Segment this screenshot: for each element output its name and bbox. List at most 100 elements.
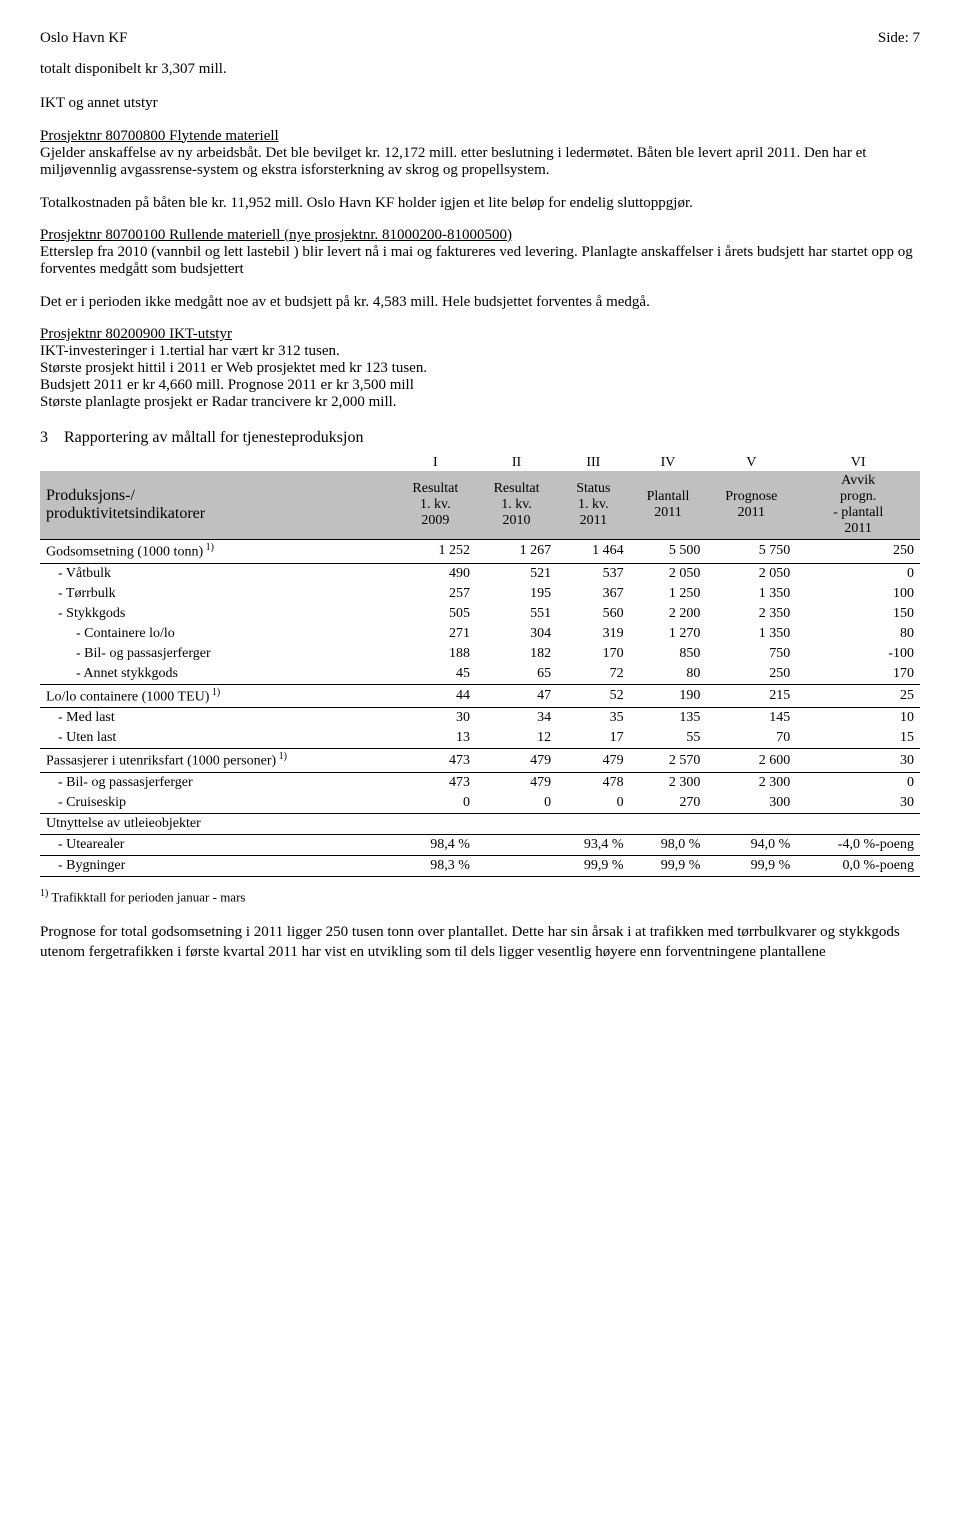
row-value: 2 050 bbox=[630, 563, 707, 584]
row-value bbox=[476, 813, 557, 834]
row-value: 34 bbox=[476, 708, 557, 729]
project-1-body: Gjelder anskaffelse av ny arbeidsbåt. De… bbox=[40, 145, 866, 178]
roman-6: VI bbox=[796, 455, 920, 471]
row-value: 99,9 % bbox=[630, 855, 707, 876]
roman-3: III bbox=[557, 455, 629, 471]
footnote-text: Trafikktall for perioden januar - mars bbox=[51, 889, 245, 904]
project-1-extra: Totalkostnaden på båten ble kr. 11,952 m… bbox=[40, 193, 920, 213]
table-row: - Bygninger98,3 %99,9 %99,9 %99,9 %0,0 %… bbox=[40, 855, 920, 876]
row-value: 12 bbox=[476, 728, 557, 749]
row-value: 13 bbox=[395, 728, 476, 749]
row-value: 478 bbox=[557, 772, 629, 793]
row-value: 2 050 bbox=[706, 563, 796, 584]
row-value: 30 bbox=[796, 749, 920, 773]
table-roman-row: I II III IV V VI bbox=[40, 455, 920, 471]
project-3-l1: IKT-investeringer i 1.tertial har vært k… bbox=[40, 343, 340, 359]
table-row: - Annet stykkgods45657280250170 bbox=[40, 664, 920, 685]
row-value: 99,9 % bbox=[557, 855, 629, 876]
row-value: 473 bbox=[395, 749, 476, 773]
row-value: 479 bbox=[476, 772, 557, 793]
footnote-sup: 1) bbox=[40, 888, 48, 899]
table-row: - Bil- og passasjerferger188182170850750… bbox=[40, 644, 920, 664]
project-3-l3: Budsjett 2011 er kr 4,660 mill. Prognose… bbox=[40, 377, 414, 393]
roman-2: II bbox=[476, 455, 557, 471]
table-row: - Våtbulk4905215372 0502 0500 bbox=[40, 563, 920, 584]
row-value: 1 252 bbox=[395, 540, 476, 564]
row-value: 473 bbox=[395, 772, 476, 793]
roman-5: V bbox=[706, 455, 796, 471]
table-row: Lo/lo containere (1000 TEU) 1)4447521902… bbox=[40, 684, 920, 708]
row-value: 0 bbox=[476, 793, 557, 814]
row-value: 35 bbox=[557, 708, 629, 729]
row-value: 17 bbox=[557, 728, 629, 749]
col-3: Status 1. kv. 2011 bbox=[557, 471, 629, 540]
row-label: - Bygninger bbox=[40, 855, 395, 876]
row-value: 850 bbox=[630, 644, 707, 664]
org-name: Oslo Havn KF bbox=[40, 30, 128, 47]
row-value: 300 bbox=[706, 793, 796, 814]
row-value: 190 bbox=[630, 684, 707, 708]
table-row: Utnyttelse av utleieobjekter bbox=[40, 813, 920, 834]
row-value: 94,0 % bbox=[706, 834, 796, 855]
row-label: - Bil- og passasjerferger bbox=[40, 644, 395, 664]
row-value bbox=[557, 813, 629, 834]
row-value: 80 bbox=[630, 664, 707, 685]
project-1: Prosjektnr 80700800 Flytende materiell G… bbox=[40, 128, 920, 179]
row-value: 98,3 % bbox=[395, 855, 476, 876]
row-value: 1 267 bbox=[476, 540, 557, 564]
row-value: 521 bbox=[476, 563, 557, 584]
row-value: 55 bbox=[630, 728, 707, 749]
row-value: 1 250 bbox=[630, 584, 707, 604]
table-row: - Utearealer98,4 %93,4 %98,0 %94,0 %-4,0… bbox=[40, 834, 920, 855]
row-value: 2 350 bbox=[706, 604, 796, 624]
table-row: Passasjerer i utenriksfart (1000 persone… bbox=[40, 749, 920, 773]
row-value: 250 bbox=[796, 540, 920, 564]
row-value: 47 bbox=[476, 684, 557, 708]
row-value: 2 300 bbox=[706, 772, 796, 793]
row-value: 750 bbox=[706, 644, 796, 664]
row-value: 195 bbox=[476, 584, 557, 604]
row-value: 0 bbox=[796, 772, 920, 793]
row-value: 5 750 bbox=[706, 540, 796, 564]
table-row: - Tørrbulk2571953671 2501 350100 bbox=[40, 584, 920, 604]
project-2: Prosjektnr 80700100 Rullende materiell (… bbox=[40, 227, 920, 278]
row-label: - Annet stykkgods bbox=[40, 664, 395, 685]
page-number: Side: 7 bbox=[878, 30, 920, 47]
row-value: 25 bbox=[796, 684, 920, 708]
row-value: 170 bbox=[796, 664, 920, 685]
project-3-title: Prosjektnr 80200900 IKT-utstyr bbox=[40, 326, 232, 342]
row-label: - Bil- og passasjerferger bbox=[40, 772, 395, 793]
col-1: Resultat 1. kv. 2009 bbox=[395, 471, 476, 540]
page-header: Oslo Havn KF Side: 7 bbox=[40, 30, 920, 47]
table-row: - Med last30343513514510 bbox=[40, 708, 920, 729]
project-2-extra: Det er i perioden ikke medgått noe av et… bbox=[40, 292, 920, 312]
section-3-title: Rapportering av måltall for tjenesteprod… bbox=[64, 429, 363, 446]
row-label: - Utearealer bbox=[40, 834, 395, 855]
row-value: 72 bbox=[557, 664, 629, 685]
row-label: - Stykkgods bbox=[40, 604, 395, 624]
rowhead: Produksjons-/ produktivitetsindikatorer bbox=[40, 471, 395, 540]
section-3-heading: 3 Rapportering av måltall for tjenestepr… bbox=[40, 429, 920, 447]
row-value: 2 200 bbox=[630, 604, 707, 624]
row-value: 52 bbox=[557, 684, 629, 708]
row-value: 5 500 bbox=[630, 540, 707, 564]
row-value: 0 bbox=[557, 793, 629, 814]
table-row: - Containere lo/lo2713043191 2701 35080 bbox=[40, 624, 920, 644]
row-value: 2 570 bbox=[630, 749, 707, 773]
project-2-title: Prosjektnr 80700100 Rullende materiell (… bbox=[40, 227, 512, 243]
row-value: 537 bbox=[557, 563, 629, 584]
section-3-num: 3 bbox=[40, 429, 48, 446]
row-value: 1 350 bbox=[706, 584, 796, 604]
row-value: 560 bbox=[557, 604, 629, 624]
row-label: Passasjerer i utenriksfart (1000 persone… bbox=[40, 749, 395, 773]
row-value: 0 bbox=[796, 563, 920, 584]
row-value: 98,0 % bbox=[630, 834, 707, 855]
row-label: - Cruiseskip bbox=[40, 793, 395, 814]
row-value: 304 bbox=[476, 624, 557, 644]
col-6: Avvik progn. - plantall 2011 bbox=[796, 471, 920, 540]
roman-4: IV bbox=[630, 455, 707, 471]
row-value: 215 bbox=[706, 684, 796, 708]
roman-1: I bbox=[395, 455, 476, 471]
row-value bbox=[796, 813, 920, 834]
row-value: 250 bbox=[706, 664, 796, 685]
